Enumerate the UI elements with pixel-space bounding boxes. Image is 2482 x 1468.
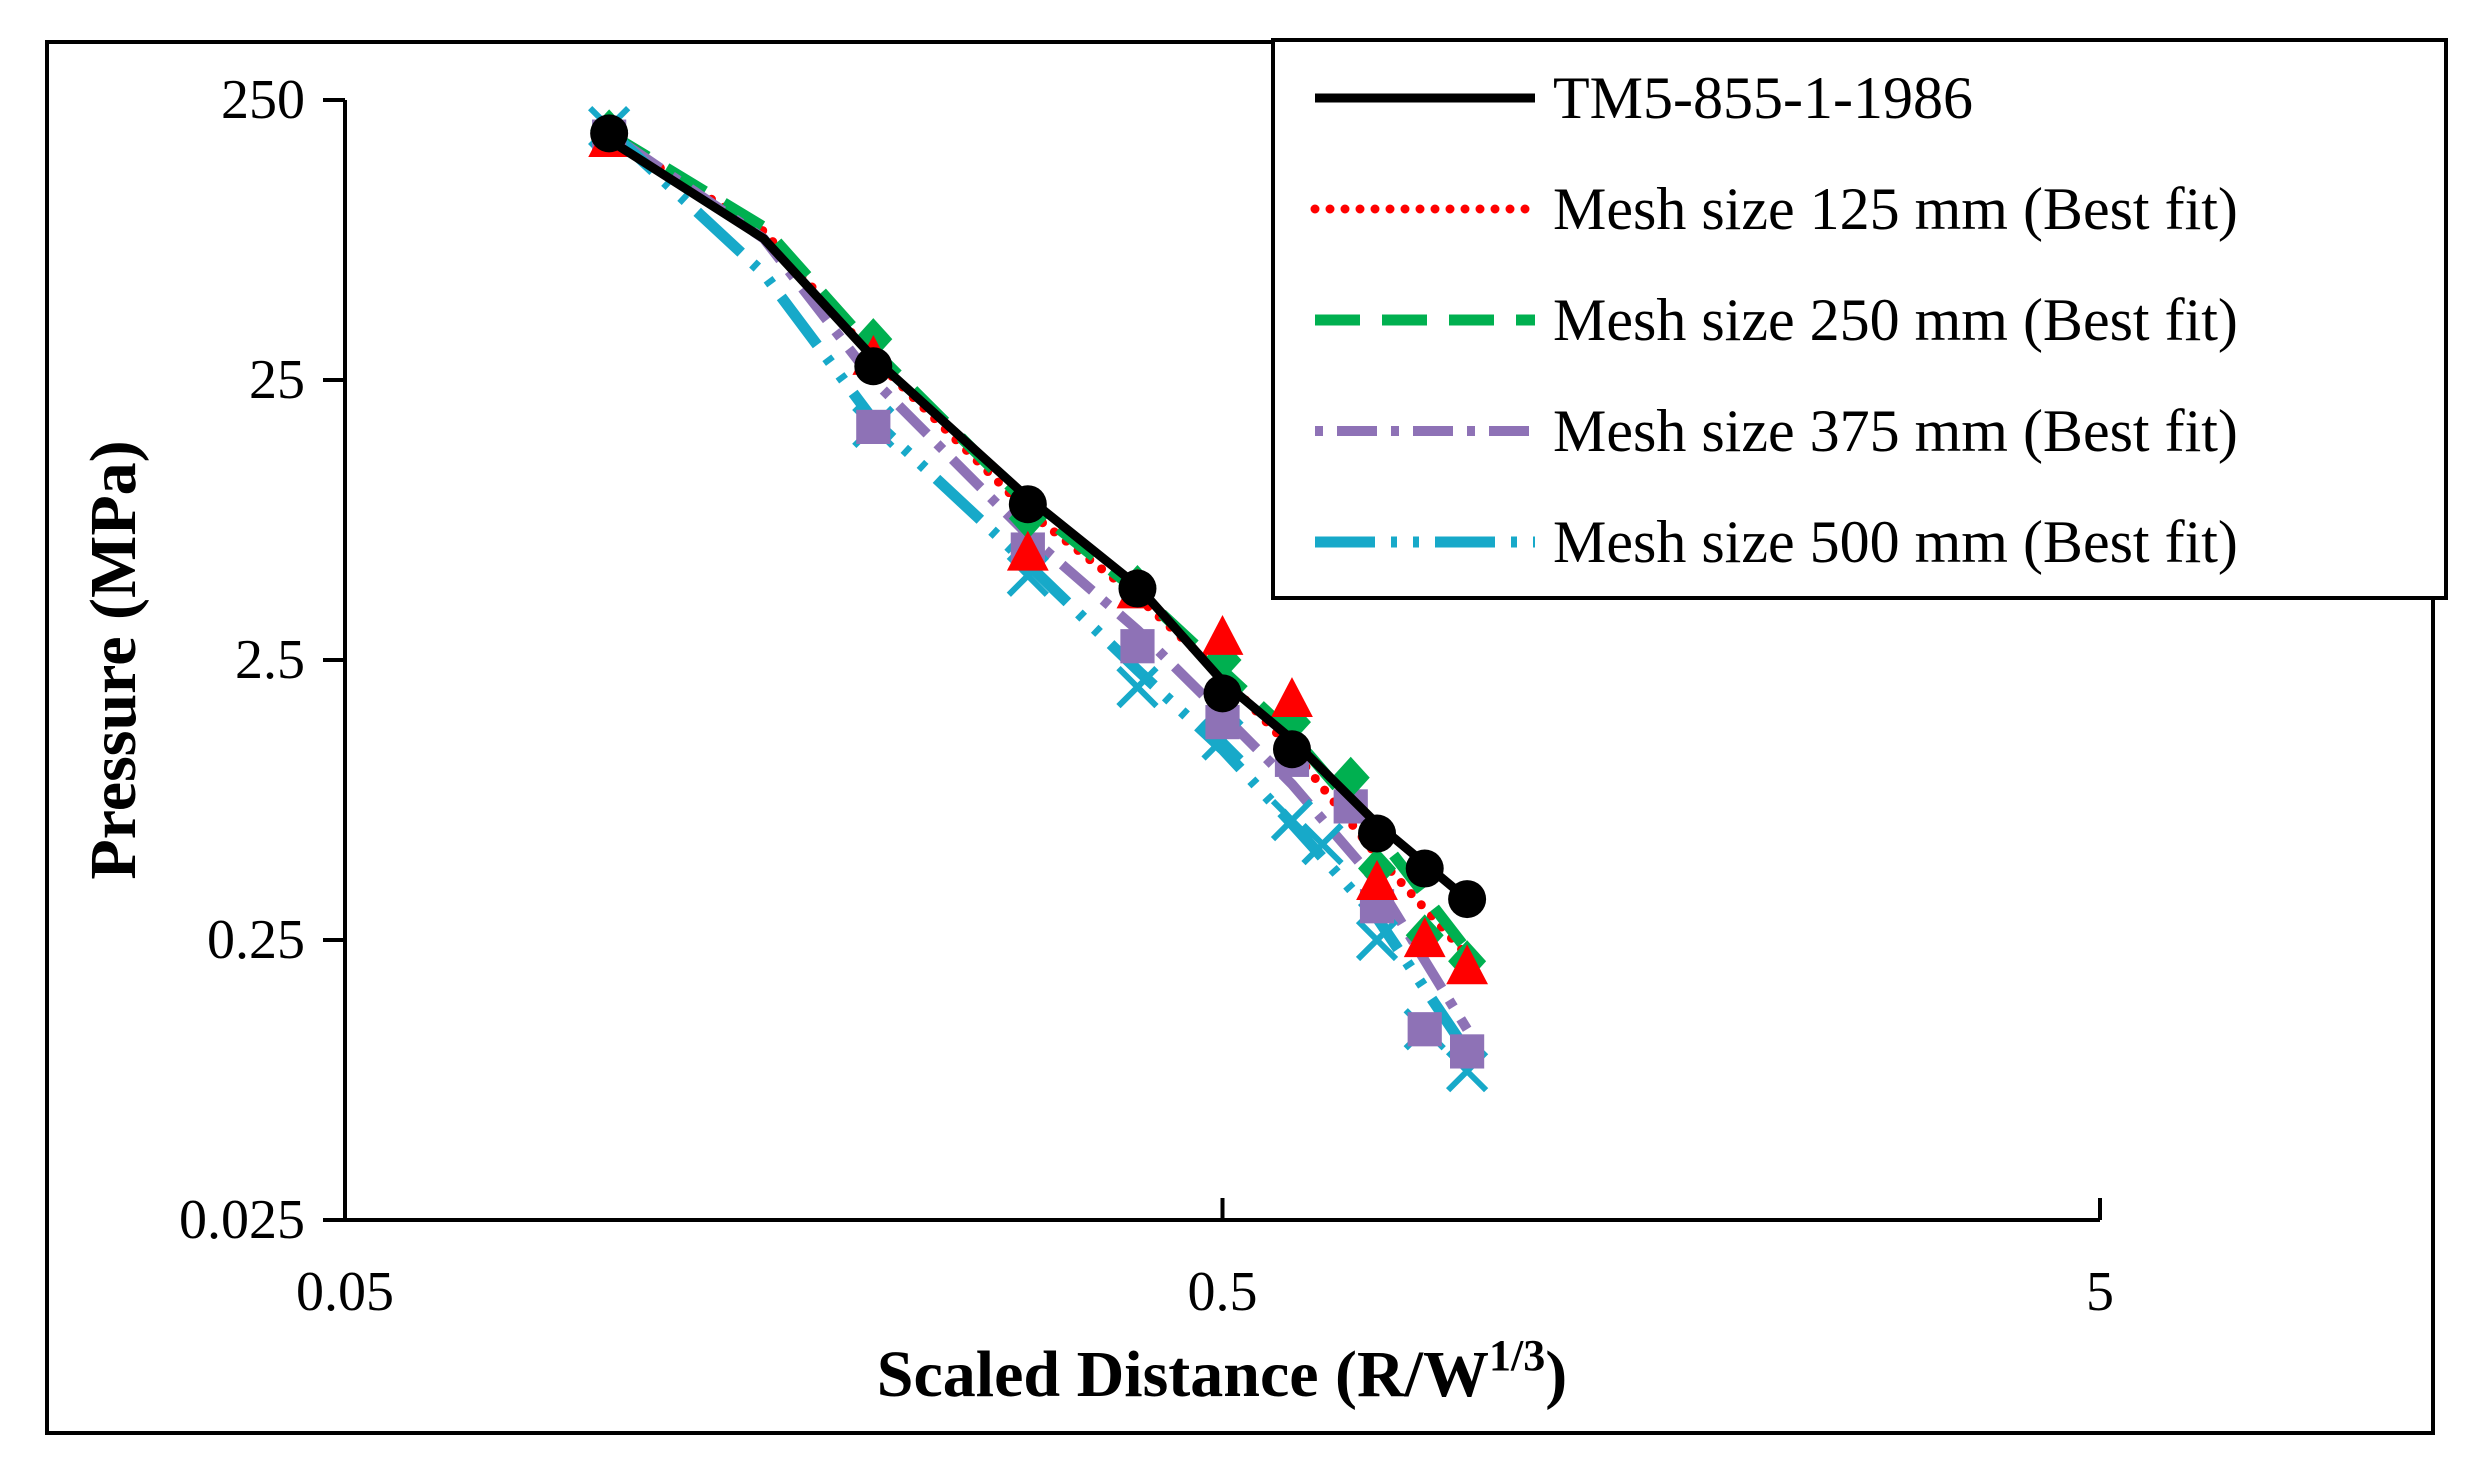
y-tick-label: 25 xyxy=(249,349,305,411)
data-point-series-4 xyxy=(1355,918,1399,962)
data-point-series-3 xyxy=(1407,1012,1442,1047)
legend-label-0: TM5-855-1-1986 xyxy=(1553,65,1973,131)
legend: TM5-855-1-1986 Mesh size 125 mm (Best fit… xyxy=(1271,38,2448,600)
y-tick-label: 2.5 xyxy=(235,629,305,691)
data-point-series-3 xyxy=(1120,629,1155,664)
x-tick-label: 0.5 xyxy=(1188,1261,1258,1323)
fit-line-4 xyxy=(605,126,1472,1055)
legend-label-2: Mesh size 250 mm (Best fit) xyxy=(1553,287,2238,353)
x-tick-label: 0.05 xyxy=(296,1261,394,1323)
y-tick-label: 0.025 xyxy=(179,1189,305,1251)
data-point-series-0 xyxy=(1358,814,1397,853)
data-point-series-0 xyxy=(1272,730,1311,769)
legend-label-4: Mesh size 500 mm (Best fit) xyxy=(1553,509,2238,575)
data-point-series-4 xyxy=(1301,823,1344,866)
data-point-series-1 xyxy=(1006,530,1049,571)
data-point-series-1 xyxy=(1446,944,1489,985)
data-point-series-3 xyxy=(856,409,891,444)
fit-line-0 xyxy=(606,136,1470,903)
data-point-series-1 xyxy=(1271,677,1313,718)
y-tick-label: 250 xyxy=(221,69,305,131)
figure-frame xyxy=(45,40,2435,1435)
data-point-series-0 xyxy=(854,347,893,386)
legend-label-1: Mesh size 125 mm (Best fit) xyxy=(1553,176,2238,242)
x-axis-title-main: Scaled Distance (R/W xyxy=(877,1338,1489,1411)
y-tick-label: 0.25 xyxy=(207,909,305,971)
x-axis-title-superscript: 1/3 xyxy=(1489,1331,1545,1380)
legend-label-3: Mesh size 375 mm (Best fit) xyxy=(1553,398,2238,464)
data-point-series-1 xyxy=(1201,615,1244,655)
ticks: 250 25 2.5 0.25 0.025 0.05 0.5 5 xyxy=(179,69,2114,1323)
data-point-series-4 xyxy=(1116,666,1159,709)
data-point-series-1 xyxy=(1403,917,1446,958)
data-point-series-1 xyxy=(1356,860,1398,900)
data-point-series-4 xyxy=(1270,799,1314,842)
data-point-series-3 xyxy=(1450,1034,1485,1069)
x-axis-title-suffix: ) xyxy=(1545,1338,1567,1411)
x-axis-title: Scaled Distance (R/W1/3) xyxy=(877,1331,1568,1411)
x-tick-label: 5 xyxy=(2086,1261,2114,1323)
y-axis-title: Pressure (MPa) xyxy=(77,440,150,879)
